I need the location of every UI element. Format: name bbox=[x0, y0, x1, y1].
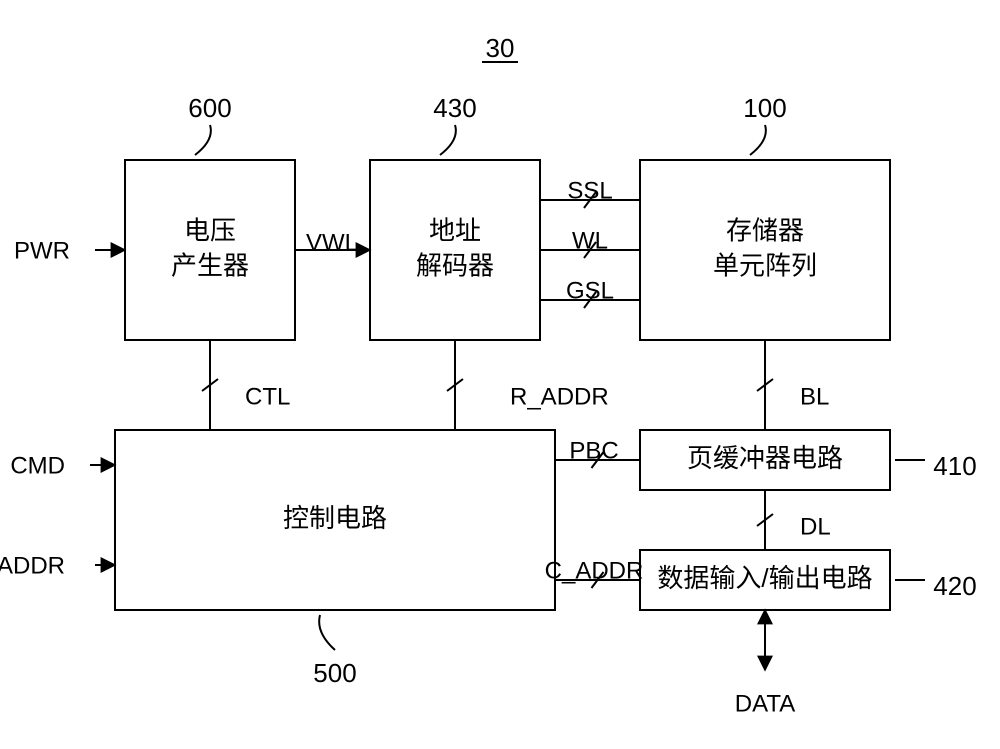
block-cell_array-line1: 单元阵列 bbox=[713, 250, 817, 280]
signal-label-WL: WL bbox=[572, 227, 608, 254]
signal-label-SSL: SSL bbox=[567, 177, 612, 204]
ref-dio: 420 bbox=[933, 571, 976, 601]
ref-ctrl: 500 bbox=[313, 658, 356, 688]
diagram-title: 30 bbox=[486, 33, 515, 63]
block-ctrl-line0: 控制电路 bbox=[283, 503, 387, 533]
block-voltage_gen-line0: 电压 bbox=[184, 215, 236, 245]
signal-label-CTL: CTL bbox=[245, 383, 290, 410]
block-cell_array-line0: 存储器 bbox=[726, 215, 804, 245]
ref-addr_decoder: 430 bbox=[433, 93, 476, 123]
signal-label-VWL: VWL bbox=[306, 229, 358, 256]
signal-label-CMD: CMD bbox=[10, 452, 65, 479]
signal-label-R_ADDR: R_ADDR bbox=[510, 383, 609, 410]
signal-label-ADDR: ADDR bbox=[0, 552, 65, 579]
ref-tail-cell_array bbox=[750, 125, 766, 155]
signal-label-GSL: GSL bbox=[566, 277, 614, 304]
block-page_buf-line0: 页缓冲器电路 bbox=[687, 443, 843, 473]
block-voltage_gen-line1: 产生器 bbox=[171, 250, 249, 280]
ref-voltage_gen: 600 bbox=[188, 93, 231, 123]
signal-label-C_ADDR: C_ADDR bbox=[545, 557, 644, 584]
block-addr_decoder-line1: 解码器 bbox=[416, 250, 494, 280]
block-diagram: 30 电压产生器 600 地址解码器 430 存储器单元阵列 100 控制电路 500 页缓冲器电… bbox=[0, 0, 1000, 749]
signal-label-PWR: PWR bbox=[14, 237, 70, 264]
ref-tail-addr_decoder bbox=[440, 125, 456, 155]
signal-label-PBC: PBC bbox=[569, 437, 618, 464]
ref-tail-ctrl bbox=[319, 615, 335, 650]
block-addr_decoder-line0: 地址 bbox=[429, 215, 481, 245]
ref-page_buf: 410 bbox=[933, 451, 976, 481]
signal-label-DL: DL bbox=[800, 513, 831, 540]
ref-cell_array: 100 bbox=[743, 93, 786, 123]
signal-label-DATA: DATA bbox=[735, 690, 795, 717]
block-dio-line0: 数据输入/输出电路 bbox=[657, 563, 872, 593]
ref-tail-voltage_gen bbox=[195, 125, 211, 155]
signal-label-BL: BL bbox=[800, 383, 829, 410]
